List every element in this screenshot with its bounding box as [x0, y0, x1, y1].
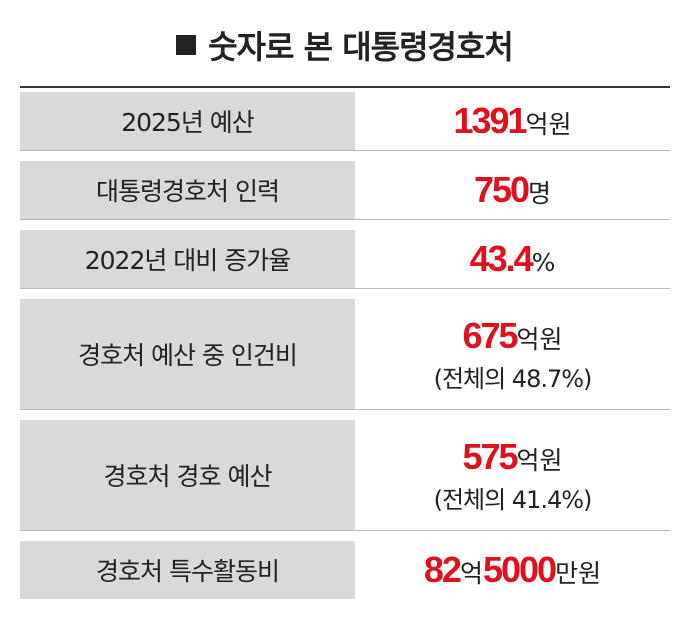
value-note: (전체의 41.4%)	[433, 485, 593, 514]
value-part: 1391	[453, 100, 527, 141]
value-part: 750	[473, 169, 530, 210]
row-label: 경호처 특수활동비	[20, 541, 355, 599]
row-label: 2022년 대비 증가율	[20, 230, 355, 288]
value-part: 억원	[516, 324, 563, 354]
table-row: 경호처 예산 중 인건비 675억원 (전체의 48.7%)	[20, 299, 670, 410]
row-value: 43.4%	[355, 230, 670, 288]
value-part: 만원	[555, 559, 602, 588]
table-row: 2025년 예산 1391억원	[20, 92, 670, 151]
value-part: %	[531, 248, 556, 277]
table-row: 대통령경호처 인력 750명	[20, 161, 670, 220]
value-part: 억원	[516, 445, 563, 475]
row-value: 82억5000만원	[355, 541, 670, 599]
row-label: 경호처 경호 예산	[20, 420, 355, 530]
value-line: 43.4%	[470, 238, 556, 280]
value-line: 82억5000만원	[424, 549, 601, 591]
value-part: 5000	[482, 549, 557, 590]
row-label: 대통령경호처 인력	[20, 161, 355, 219]
value-part: 명	[528, 179, 552, 208]
row-value: 1391억원	[355, 92, 670, 150]
table-row: 2022년 대비 증가율 43.4%	[20, 230, 670, 289]
table: 2025년 예산 1391억원 대통령경호처 인력 750명 2022년 대비 증가율 4…	[20, 92, 670, 609]
value-line: 1391억원	[453, 100, 571, 142]
top-rule	[20, 86, 670, 88]
value-part: 575	[462, 435, 518, 477]
title-row: 숫자로 본 대통령경호처	[0, 22, 689, 68]
value-part: 82	[423, 549, 462, 590]
row-value: 675억원 (전체의 48.7%)	[355, 299, 670, 409]
table-row: 경호처 특수활동비 82억5000만원	[20, 541, 670, 599]
value-line: 675억원	[462, 315, 562, 357]
table-row: 경호처 경호 예산 575억원 (전체의 41.4%)	[20, 420, 670, 531]
value-note: (전체의 48.7%)	[433, 364, 593, 393]
value-part: 억원	[525, 110, 572, 139]
value-part: 43.4	[469, 238, 534, 279]
value-part: 억	[459, 559, 483, 588]
value-line: 575억원	[462, 436, 562, 478]
row-label: 2025년 예산	[20, 92, 355, 150]
value-part: 675	[462, 314, 518, 356]
value-line: 750명	[474, 169, 551, 211]
row-label: 경호처 예산 중 인건비	[20, 299, 355, 409]
row-value: 750명	[355, 161, 670, 219]
title: 숫자로 본 대통령경호처	[208, 28, 514, 66]
bullet-square	[176, 35, 197, 55]
row-value: 575억원 (전체의 41.4%)	[355, 420, 670, 530]
